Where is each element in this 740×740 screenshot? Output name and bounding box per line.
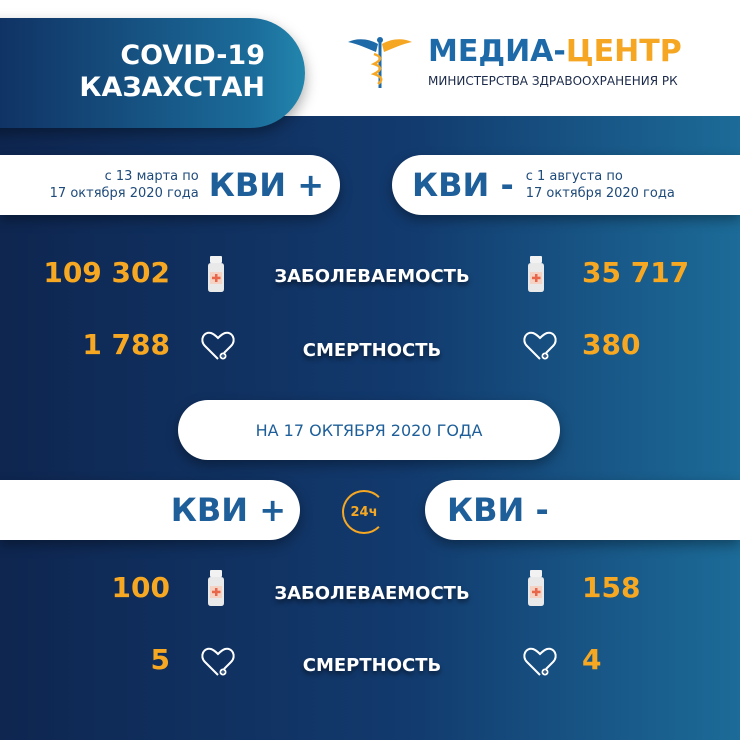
cumulative-positive-cases: 109 302 bbox=[43, 256, 170, 289]
medicine-bottle-icon bbox=[205, 570, 227, 610]
date-label: НА 17 ОКТЯБРЯ 2020 ГОДА bbox=[255, 420, 483, 440]
caduceus-logo bbox=[348, 37, 412, 88]
daily-positive-deaths: 5 bbox=[150, 643, 170, 676]
medicine-bottle-icon bbox=[525, 256, 547, 296]
deaths-label: СМЕРТНОСТЬ bbox=[302, 655, 442, 676]
period-negative: с 1 августа по 17 октября 2020 года bbox=[526, 168, 675, 202]
title-banner: COVID-19 КАЗАХСТАН bbox=[0, 18, 305, 128]
period-line2: 17 октября 2020 года bbox=[525, 186, 675, 201]
period-line1: с 13 марта по bbox=[104, 169, 199, 184]
cumulative-positive-pill: с 13 марта по 17 октября 2020 года КВИ + bbox=[0, 155, 340, 215]
cumulative-positive-deaths: 1 788 bbox=[82, 328, 170, 361]
medicine-bottle-icon bbox=[525, 570, 547, 610]
24h-badge: 24ч bbox=[350, 504, 378, 520]
title-line1: COVID-19 bbox=[120, 40, 265, 71]
cases-label: ЗАБОЛЕВАЕМОСТЬ bbox=[274, 583, 470, 604]
brand-part1: МЕДИА- bbox=[428, 34, 566, 69]
daily-negative-cases: 158 bbox=[582, 571, 641, 604]
daily-positive-cases: 100 bbox=[111, 571, 170, 604]
kvi-positive-label: КВИ + bbox=[208, 166, 324, 204]
daily-negative-deaths: 4 bbox=[582, 643, 602, 676]
medicine-bottle-icon bbox=[205, 256, 227, 296]
date-pill: НА 17 ОКТЯБРЯ 2020 ГОДА bbox=[178, 400, 560, 460]
daily-negative-pill: КВИ - bbox=[425, 480, 740, 540]
deaths-label: СМЕРТНОСТЬ bbox=[302, 340, 442, 361]
kvi-negative-label: КВИ - bbox=[447, 491, 549, 529]
24h-clock-icon: 24ч bbox=[342, 490, 386, 534]
heart-icon bbox=[200, 646, 236, 682]
brand-name: МЕДИА-ЦЕНТР bbox=[428, 34, 682, 69]
cumulative-negative-cases: 35 717 bbox=[582, 256, 690, 289]
title-line2: КАЗАХСТАН bbox=[79, 72, 265, 103]
heart-icon bbox=[200, 330, 236, 366]
period-positive: с 13 марта по 17 октября 2020 года bbox=[50, 168, 199, 202]
cases-label: ЗАБОЛЕВАЕМОСТЬ bbox=[274, 266, 470, 287]
kvi-negative-label: КВИ - bbox=[412, 166, 514, 204]
brand-part2: ЦЕНТР bbox=[565, 34, 682, 69]
cumulative-negative-pill: КВИ - с 1 августа по 17 октября 2020 года bbox=[392, 155, 740, 215]
period-line1: с 1 августа по bbox=[525, 169, 623, 184]
heart-icon bbox=[522, 646, 558, 682]
period-line2: 17 октября 2020 года bbox=[49, 186, 199, 201]
daily-positive-pill: КВИ + bbox=[0, 480, 300, 540]
brand-subtitle: МИНИСТЕРСТВА ЗДРАВООХРАНЕНИЯ РК bbox=[428, 74, 678, 88]
cumulative-negative-deaths: 380 bbox=[582, 328, 641, 361]
heart-icon bbox=[522, 330, 558, 366]
kvi-positive-label: КВИ + bbox=[170, 491, 286, 529]
